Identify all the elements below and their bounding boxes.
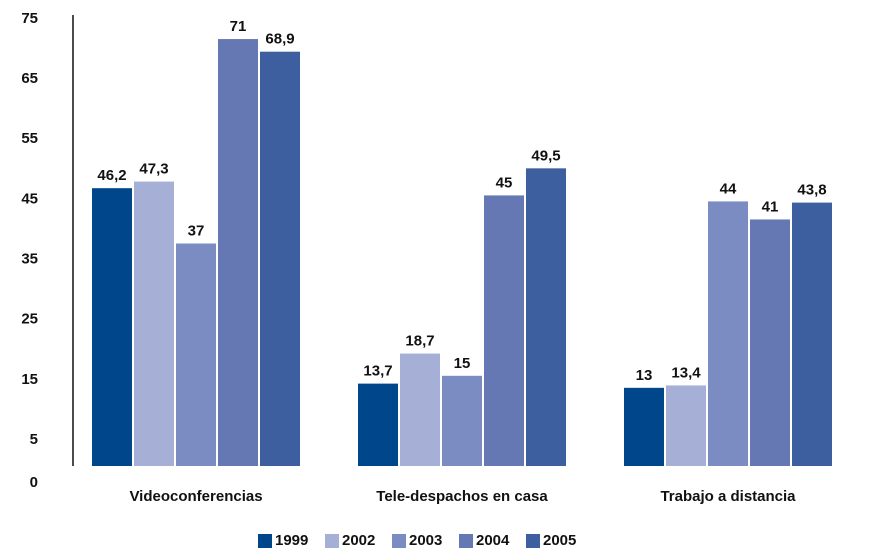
bar [218, 39, 258, 466]
legend-label: 2002 [342, 532, 375, 548]
x-tick-label: Videoconferencias [129, 488, 262, 505]
bar [134, 181, 174, 466]
x-tick-label: Trabajo a distancia [660, 488, 796, 505]
data-label: 13,7 [363, 363, 392, 380]
legend-label: 2005 [543, 532, 576, 548]
legend-swatch [459, 534, 473, 548]
y-tick-label: 45 [21, 190, 38, 207]
y-tick-label: 65 [21, 70, 38, 87]
y-tick-label: 35 [21, 251, 38, 268]
legend-swatch [258, 534, 272, 548]
bar [260, 51, 300, 466]
legend-label: 2004 [476, 532, 510, 548]
bar [708, 201, 748, 466]
bar [666, 385, 706, 466]
bar [92, 188, 132, 466]
legend-swatch [325, 534, 339, 548]
data-label: 47,3 [139, 161, 168, 178]
legend-swatch [392, 534, 406, 548]
y-tick-label: 15 [21, 371, 38, 388]
bar [526, 168, 566, 466]
y-tick-label: 25 [21, 311, 38, 328]
y-tick-label: 0 [30, 474, 38, 491]
bar [750, 219, 790, 466]
data-label: 49,5 [531, 147, 560, 164]
data-label: 37 [188, 222, 205, 239]
bar [442, 375, 482, 466]
data-label: 41 [762, 198, 779, 215]
data-label: 68,9 [265, 31, 294, 48]
x-tick-label: Tele-despachos en casa [376, 488, 548, 505]
legend-swatch [526, 534, 540, 548]
bar [792, 202, 832, 466]
legend-label: 2003 [409, 532, 442, 548]
bar [358, 383, 398, 466]
bar [400, 353, 440, 466]
data-label: 45 [496, 174, 513, 191]
legend-label: 1999 [275, 532, 308, 548]
data-label: 71 [230, 18, 247, 35]
data-label: 46,2 [97, 167, 126, 184]
y-tick-label: 75 [21, 10, 38, 27]
data-label: 43,8 [797, 182, 826, 199]
data-label: 13 [636, 367, 653, 384]
bar [624, 387, 664, 466]
bar [176, 243, 216, 466]
data-label: 18,7 [405, 333, 434, 350]
data-label: 44 [720, 180, 737, 197]
bar [484, 195, 524, 466]
data-label: 15 [454, 355, 471, 372]
y-tick-label: 5 [30, 431, 38, 448]
data-label: 13,4 [671, 364, 701, 381]
y-tick-label: 55 [21, 130, 38, 147]
